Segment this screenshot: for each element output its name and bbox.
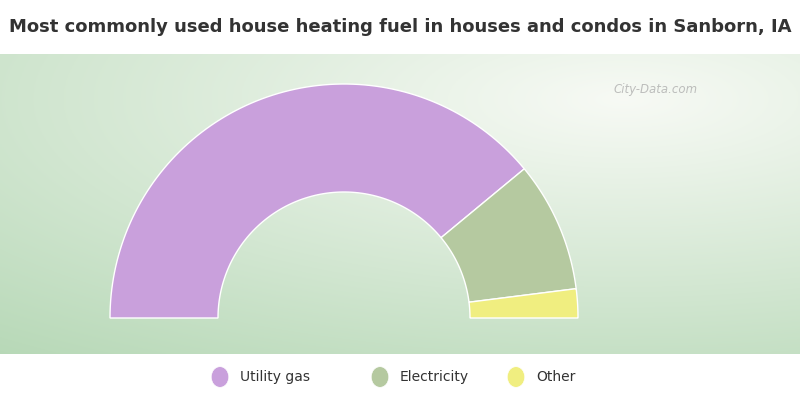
Polygon shape (469, 289, 578, 318)
Text: City-Data.com: City-Data.com (614, 84, 698, 96)
Polygon shape (441, 169, 576, 302)
Text: Other: Other (536, 370, 575, 384)
Text: Most commonly used house heating fuel in houses and condos in Sanborn, IA: Most commonly used house heating fuel in… (9, 18, 791, 36)
Ellipse shape (507, 367, 525, 387)
Text: Electricity: Electricity (400, 370, 469, 384)
Ellipse shape (371, 367, 389, 387)
Ellipse shape (211, 367, 229, 387)
Text: Utility gas: Utility gas (240, 370, 310, 384)
Polygon shape (110, 84, 524, 318)
